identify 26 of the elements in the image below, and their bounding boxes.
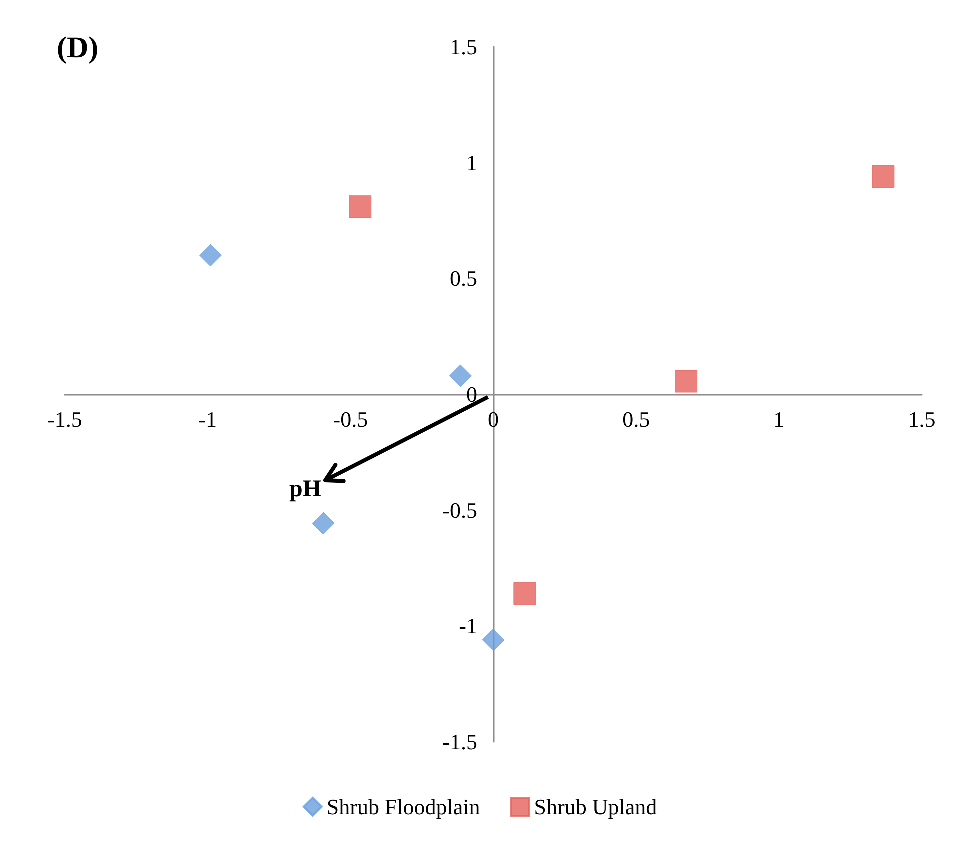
point	[199, 244, 222, 267]
y-tick-label: 0	[466, 382, 478, 407]
y-tick-label: 0.5	[450, 266, 478, 292]
point	[482, 628, 505, 652]
y-tick-label: -0.5	[442, 498, 478, 523]
legend-label: Shrub Floodplain	[326, 794, 480, 820]
y-tick-label: -1	[459, 614, 478, 639]
x-tick-label: 0	[488, 407, 499, 432]
x-tick-label: -0.5	[333, 407, 368, 432]
point	[675, 370, 698, 393]
y-tick-label: 1	[466, 150, 478, 176]
chart-title: (D)	[57, 32, 99, 64]
point	[449, 364, 472, 388]
annotation: pH	[289, 476, 322, 502]
y-tick-label: 1.5	[450, 34, 478, 60]
legend-label: Shrub Upland	[534, 794, 658, 820]
x-tick-label: -1	[198, 407, 217, 432]
x-tick-label: 1	[774, 407, 785, 432]
x-tick-label: 0.5	[622, 407, 650, 432]
x-tick-label: 1.5	[908, 407, 936, 432]
point	[514, 582, 536, 605]
x-tick-label: -1.5	[48, 407, 82, 432]
point	[312, 512, 335, 535]
point	[349, 196, 372, 218]
point	[872, 165, 895, 188]
y-tick-label: -1.5	[442, 730, 478, 754]
